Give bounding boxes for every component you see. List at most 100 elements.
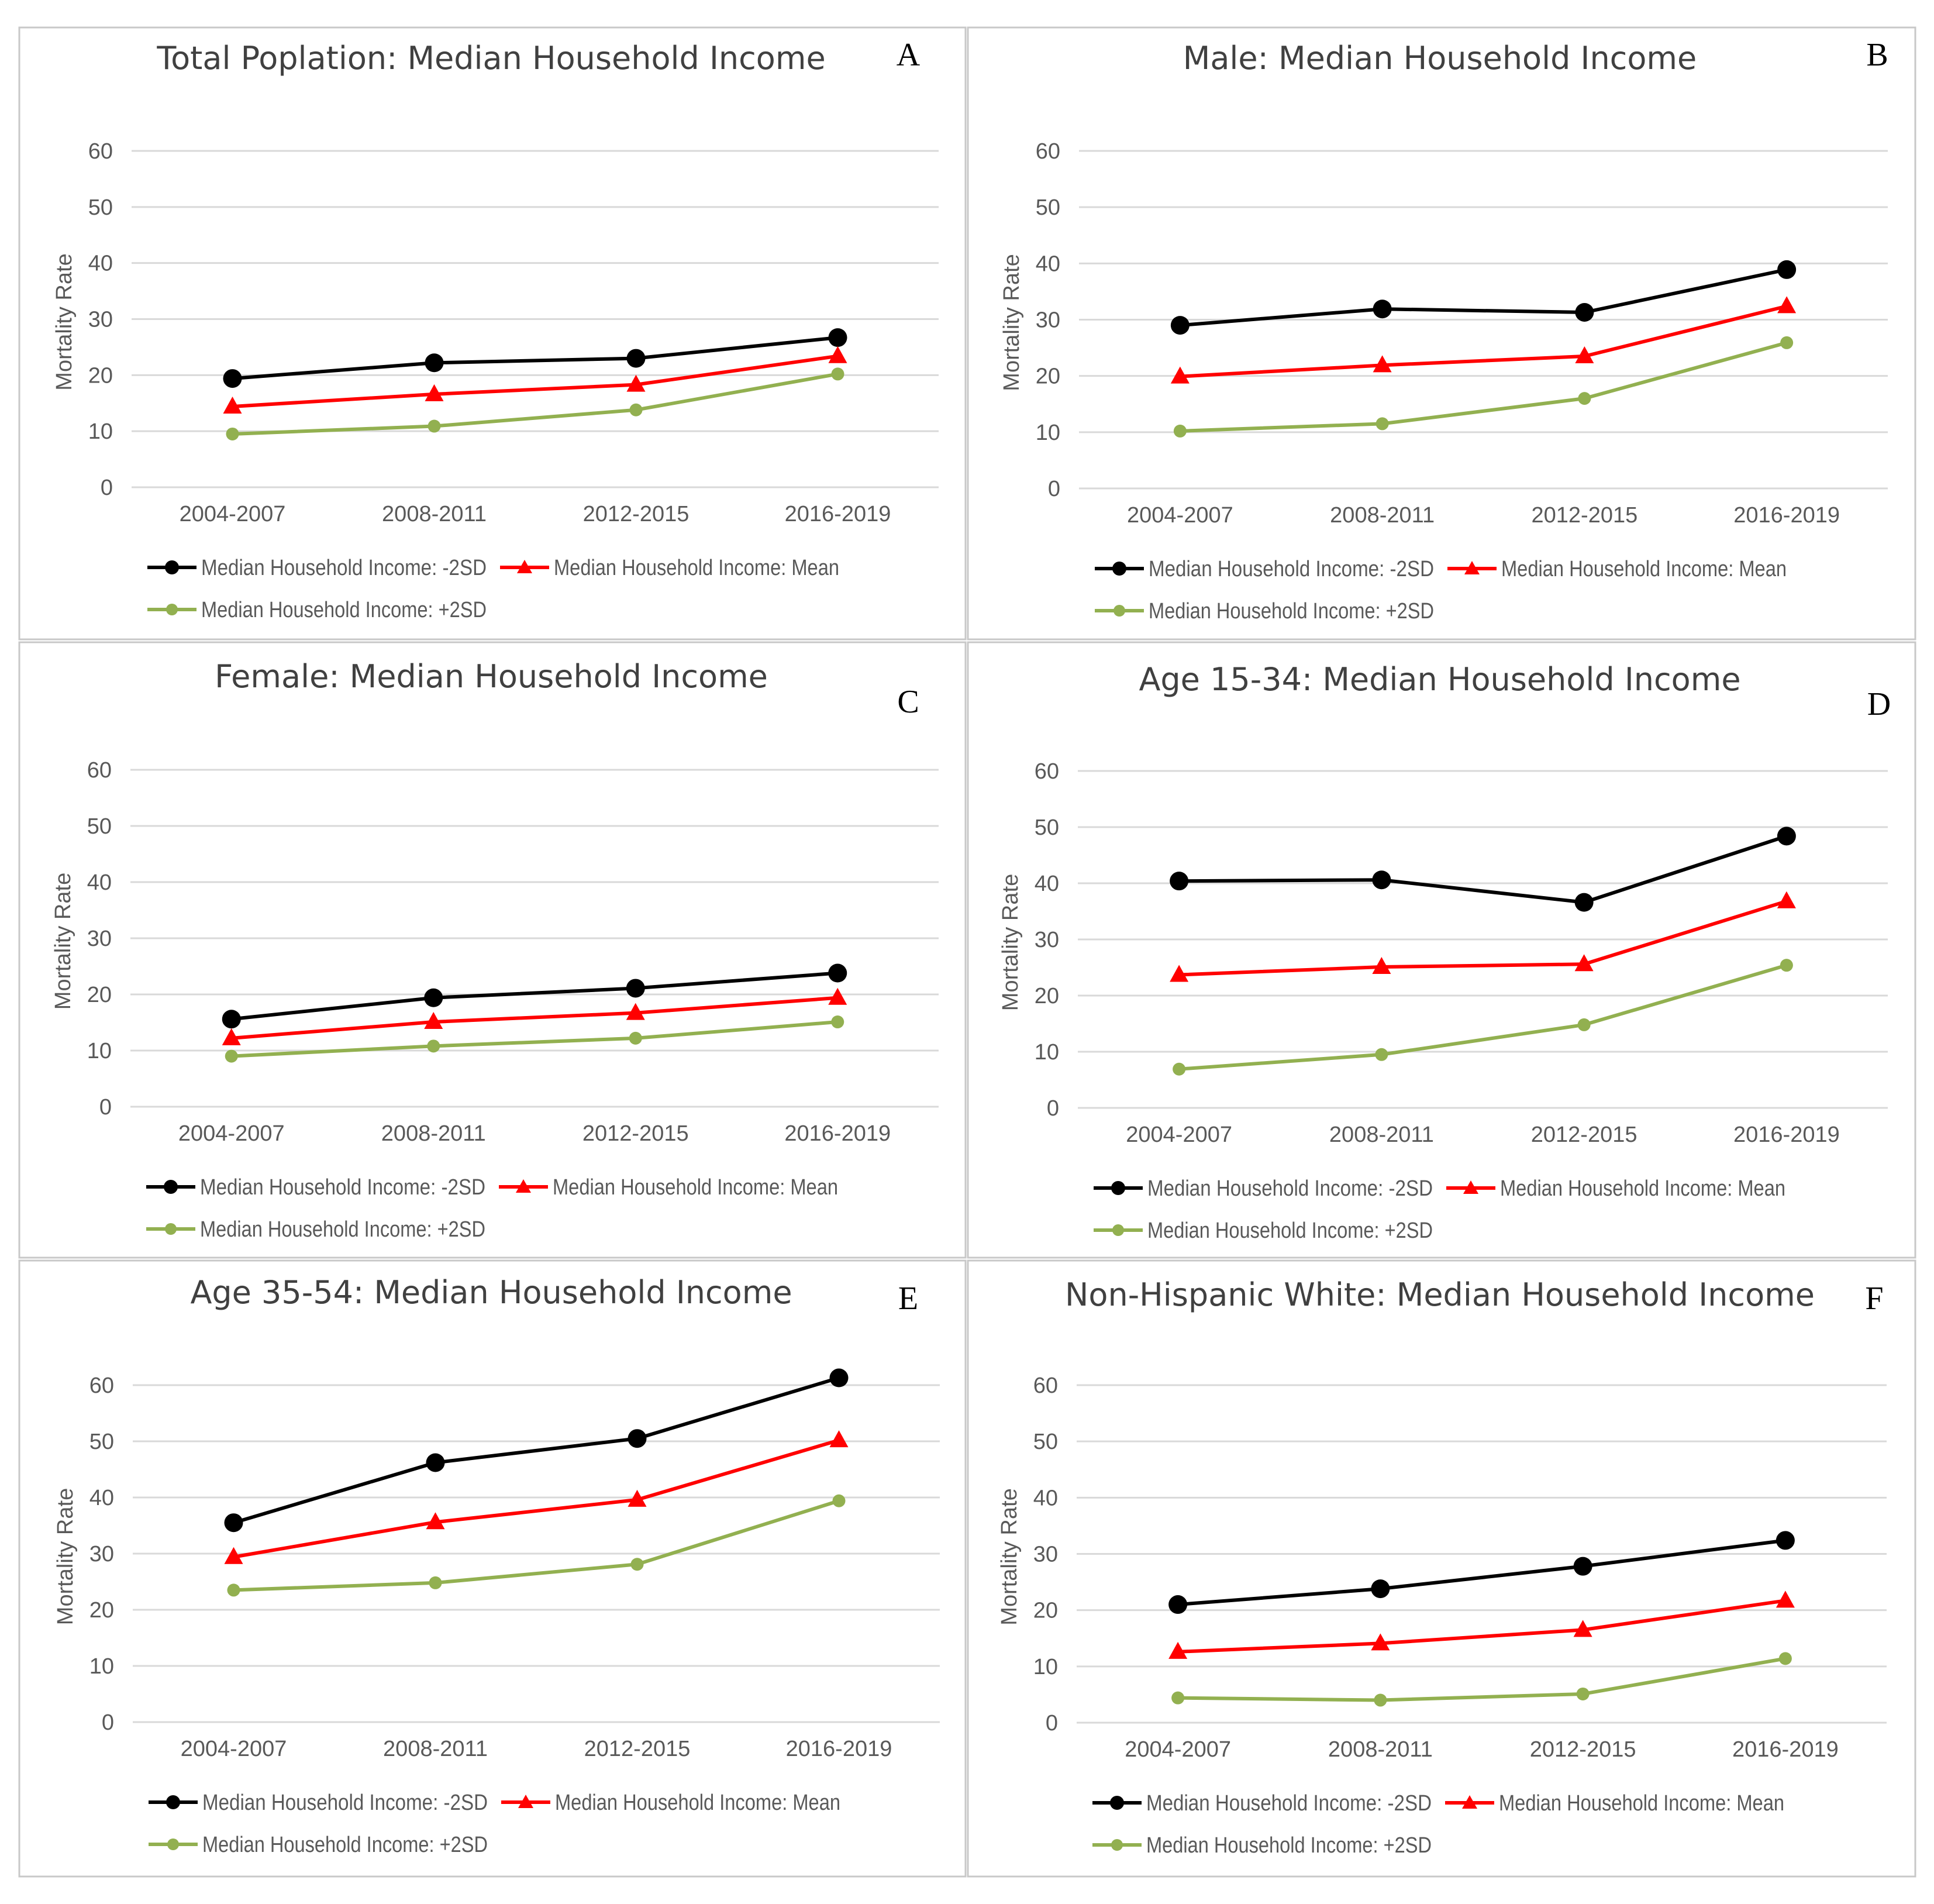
- series-minus-2sd: [223, 328, 847, 388]
- data-point-dot: [1171, 1691, 1185, 1705]
- chart-title: Age 15-34: Median Household Income: [1139, 661, 1740, 698]
- data-point-dot: [225, 1049, 238, 1063]
- series-mean: [1168, 1590, 1795, 1659]
- data-point-circle: [1371, 1579, 1390, 1599]
- x-tick-label: 2004-2007: [180, 502, 286, 526]
- legend-item: Median Household Income: -2SD: [147, 556, 487, 580]
- legend-label: Median Household Income: +2SD: [200, 1217, 485, 1242]
- legend-item: Median Household Income: Mean: [500, 556, 839, 580]
- legend: Median Household Income: -2SD Median Hous…: [149, 1791, 840, 1857]
- data-point-triangle: [1776, 1590, 1795, 1608]
- series-plus-2sd: [1173, 336, 1794, 438]
- data-point-circle: [626, 349, 646, 368]
- y-axis-label: Mortality Rate: [999, 254, 1024, 391]
- y-tick-label: 0: [1046, 1711, 1058, 1736]
- legend-item: Median Household Income: +2SD: [1095, 599, 1434, 624]
- legend-item: Median Household Income: -2SD: [1092, 1791, 1432, 1816]
- series-minus-2sd: [1168, 1531, 1795, 1614]
- data-point-circle: [224, 1513, 243, 1533]
- legend-marker-dot: [1111, 1839, 1123, 1851]
- legend-marker-dot: [1112, 1224, 1124, 1236]
- data-point-triangle: [628, 1489, 647, 1507]
- y-tick-label: 60: [1033, 1373, 1058, 1398]
- y-tick-label: 30: [1036, 308, 1060, 333]
- x-tick-label: 2008-2011: [382, 502, 487, 526]
- legend: Median Household Income: -2SD Median Hous…: [147, 556, 839, 622]
- y-tick-label: 50: [1035, 815, 1059, 840]
- data-point-triangle: [424, 1012, 443, 1030]
- series-line: [1180, 267, 1787, 328]
- data-point-circle: [1372, 870, 1391, 890]
- x-tick-label: 2016-2019: [1733, 1123, 1840, 1147]
- data-point-circle: [1575, 302, 1594, 322]
- series-minus-2sd: [224, 1368, 849, 1533]
- x-tick-label: 2016-2019: [785, 502, 891, 526]
- legend-item: Median Household Income: +2SD: [1092, 1833, 1432, 1858]
- y-axis-label: Mortality Rate: [998, 874, 1023, 1011]
- data-point-circle: [222, 1010, 241, 1029]
- series-line: [233, 1499, 840, 1592]
- data-point-circle: [829, 1368, 849, 1387]
- data-point-dot: [832, 1494, 846, 1507]
- data-point-dot: [427, 1039, 440, 1053]
- legend-label: Median Household Income: +2SD: [202, 1833, 488, 1857]
- legend-marker-circle: [166, 1795, 180, 1809]
- legend-item: Median Household Income: Mean: [499, 1175, 838, 1200]
- x-tick-label: 2012-2015: [1531, 1123, 1637, 1147]
- data-point-dot: [226, 427, 239, 440]
- legend-marker-circle: [1110, 1796, 1124, 1810]
- panel-letter: E: [898, 1280, 918, 1317]
- y-tick-label: 30: [87, 927, 112, 951]
- y-tick-label: 0: [1048, 477, 1060, 501]
- data-point-dot: [1173, 424, 1187, 438]
- y-tick-label: 50: [1033, 1430, 1058, 1454]
- y-axis-label: Mortality Rate: [52, 253, 77, 390]
- series-line: [1179, 899, 1787, 977]
- legend-label: Median Household Income: Mean: [1500, 1176, 1785, 1201]
- data-point-triangle: [222, 1028, 241, 1045]
- data-point-triangle: [1371, 1633, 1390, 1651]
- data-point-circle: [628, 1429, 647, 1448]
- y-tick-label: 60: [89, 1373, 114, 1398]
- y-tick-label: 0: [101, 476, 113, 500]
- y-tick-label: 30: [1035, 928, 1059, 952]
- legend-marker-triangle: [518, 1795, 533, 1808]
- data-point-dot: [831, 367, 844, 381]
- legend-marker-triangle: [1464, 561, 1480, 574]
- y-tick-label: 0: [102, 1710, 114, 1735]
- data-point-triangle: [426, 1512, 445, 1530]
- data-point-triangle: [224, 1547, 243, 1564]
- panel-border: [967, 26, 1916, 641]
- data-point-triangle: [1373, 355, 1392, 373]
- legend: Median Household Income: -2SD Median Hous…: [1095, 557, 1787, 624]
- legend-label: Median Household Income: +2SD: [1146, 1833, 1432, 1858]
- legend: Median Household Income: -2SD Median Hous…: [1094, 1176, 1785, 1243]
- legend: Median Household Income: -2SD Median Hous…: [1092, 1791, 1784, 1858]
- chart-panel-f: Non-Hispanic White: Median Household Inc…: [967, 1259, 1916, 1878]
- chart-title: Age 35-54: Median Household Income: [190, 1274, 792, 1311]
- series-line: [233, 1376, 840, 1525]
- series-line: [231, 971, 838, 1021]
- data-point-dot: [630, 1558, 644, 1571]
- series-line: [1178, 963, 1787, 1071]
- y-tick-label: 20: [1033, 1599, 1058, 1623]
- y-tick-label: 40: [1035, 872, 1059, 896]
- data-point-triangle: [223, 397, 242, 414]
- legend-marker-dot: [167, 1838, 179, 1850]
- y-tick-label: 40: [87, 870, 112, 895]
- y-tick-label: 50: [89, 1430, 114, 1454]
- data-point-triangle: [1777, 891, 1796, 908]
- series-plus-2sd: [225, 1015, 844, 1063]
- y-tick-label: 0: [99, 1095, 112, 1120]
- series-plus-2sd: [226, 367, 844, 440]
- chart-panel-b: Male: Median Household Income B 0 10 20 30 40 5…: [967, 26, 1916, 641]
- panel-border: [967, 1259, 1916, 1878]
- legend-label: Median Household Income: Mean: [1501, 557, 1787, 581]
- y-tick-label: 60: [88, 139, 113, 164]
- legend-marker-triangle: [1462, 1795, 1477, 1809]
- data-point-circle: [1168, 1595, 1188, 1614]
- chart-panel-a: Total Poplation: Median Household Income…: [18, 26, 967, 641]
- panel-border: [18, 641, 967, 1259]
- data-point-dot: [1375, 1048, 1388, 1061]
